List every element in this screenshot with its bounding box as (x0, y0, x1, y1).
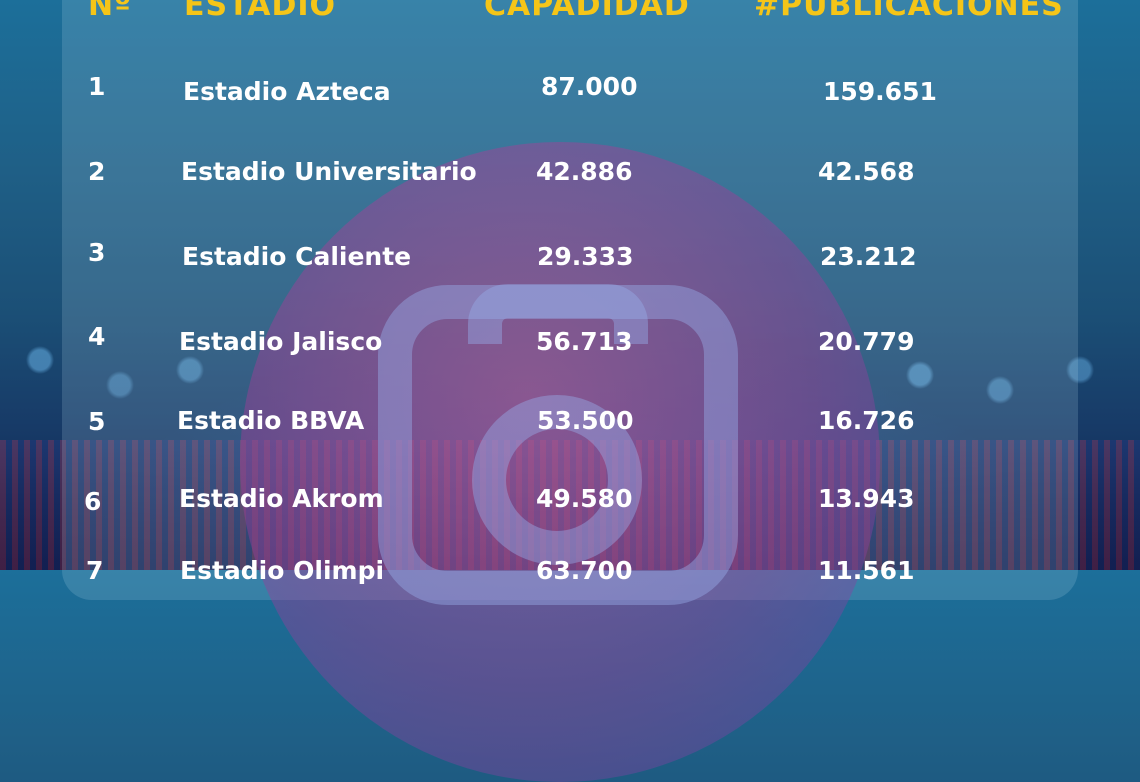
row-capacity: 49.580 (536, 484, 633, 513)
row-posts: 11.561 (818, 556, 915, 585)
row-posts: 20.779 (818, 327, 915, 356)
row-capacity: 56.713 (536, 327, 633, 356)
row-stadium: Estadio Jalisco (179, 327, 383, 356)
row-num: 6 (84, 487, 102, 516)
row-capacity: 53.500 (537, 406, 634, 435)
header-num: Nº (88, 0, 133, 23)
header-stadium: ESTADIO (184, 0, 337, 23)
row-num: 7 (86, 556, 104, 585)
row-posts: 23.212 (820, 242, 917, 271)
row-num: 3 (88, 238, 106, 267)
row-stadium: Estadio Olimpi (180, 556, 385, 585)
row-num: 2 (88, 157, 106, 186)
row-posts: 159.651 (823, 77, 937, 106)
row-posts: 42.568 (818, 157, 915, 186)
header-posts: #PUBLICACIONES (754, 0, 1064, 23)
row-stadium: Estadio Caliente (182, 242, 412, 271)
row-capacity: 87.000 (541, 72, 638, 101)
row-capacity: 63.700 (536, 556, 633, 585)
row-num: 5 (88, 407, 106, 436)
row-stadium: Estadio BBVA (177, 406, 365, 435)
row-posts: 16.726 (818, 406, 915, 435)
row-stadium: Estadio Akrom (179, 484, 384, 513)
header-capacity: CAPADIDAD (484, 0, 690, 23)
row-num: 4 (88, 322, 106, 351)
row-posts: 13.943 (818, 484, 915, 513)
row-capacity: 42.886 (536, 157, 633, 186)
row-stadium: Estadio Azteca (183, 77, 391, 106)
row-stadium: Estadio Universitario (181, 157, 477, 186)
row-num: 1 (88, 72, 106, 101)
row-capacity: 29.333 (537, 242, 634, 271)
